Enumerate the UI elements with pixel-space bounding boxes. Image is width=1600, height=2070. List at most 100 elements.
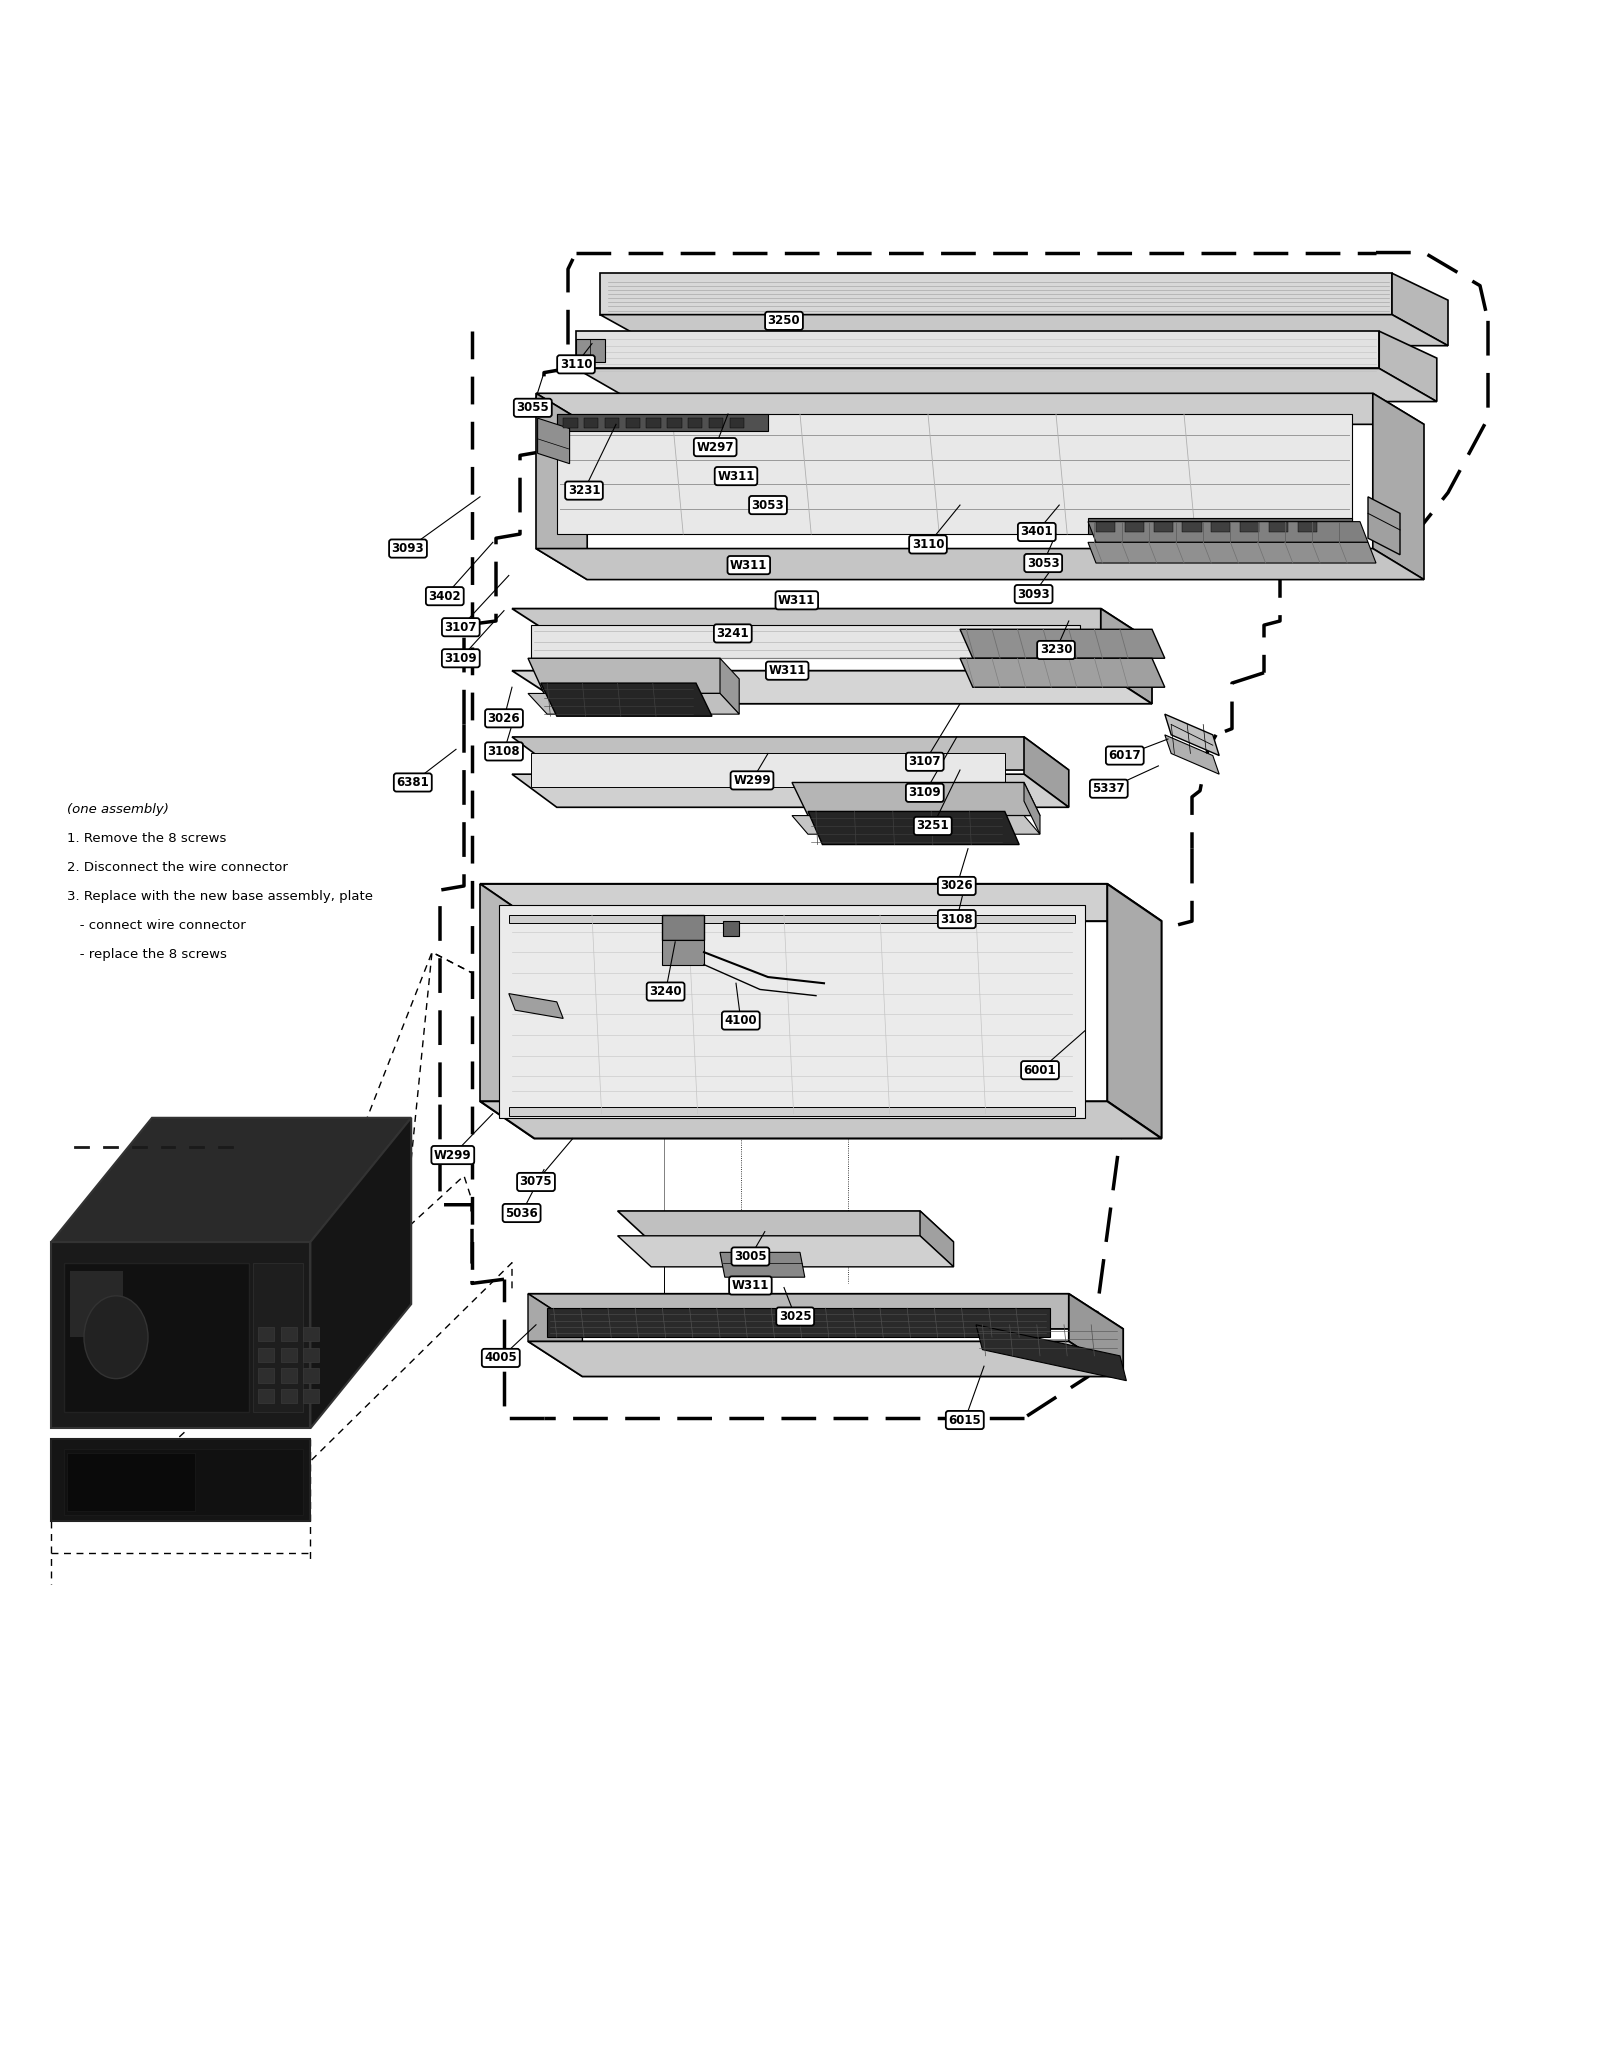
Polygon shape bbox=[1379, 331, 1437, 402]
Polygon shape bbox=[536, 393, 1424, 424]
Polygon shape bbox=[302, 1327, 318, 1341]
Polygon shape bbox=[667, 418, 682, 428]
Polygon shape bbox=[258, 1348, 274, 1362]
Polygon shape bbox=[1154, 522, 1173, 532]
Text: 5036: 5036 bbox=[506, 1207, 538, 1219]
Polygon shape bbox=[960, 658, 1165, 687]
Text: W297: W297 bbox=[696, 441, 734, 453]
Polygon shape bbox=[528, 693, 739, 714]
Text: W311: W311 bbox=[731, 1279, 770, 1292]
Text: 3109: 3109 bbox=[909, 787, 941, 799]
Polygon shape bbox=[600, 273, 1392, 315]
Polygon shape bbox=[512, 737, 1069, 770]
Polygon shape bbox=[557, 414, 1352, 534]
Polygon shape bbox=[51, 1242, 310, 1428]
Polygon shape bbox=[538, 418, 570, 464]
Text: 1. Remove the 8 screws: 1. Remove the 8 screws bbox=[67, 832, 227, 845]
Polygon shape bbox=[310, 1118, 411, 1428]
Polygon shape bbox=[792, 782, 1040, 816]
Text: 3107: 3107 bbox=[445, 621, 477, 633]
Polygon shape bbox=[1392, 273, 1448, 346]
Polygon shape bbox=[792, 816, 1040, 834]
Polygon shape bbox=[64, 1449, 304, 1515]
Text: 6017: 6017 bbox=[1109, 749, 1141, 762]
Polygon shape bbox=[563, 418, 578, 428]
Text: W311: W311 bbox=[778, 594, 816, 607]
Polygon shape bbox=[512, 774, 1069, 807]
Polygon shape bbox=[528, 1294, 582, 1377]
Polygon shape bbox=[499, 905, 1085, 1118]
Polygon shape bbox=[536, 393, 587, 580]
Polygon shape bbox=[1165, 735, 1219, 774]
Text: 3110: 3110 bbox=[560, 358, 592, 371]
Polygon shape bbox=[67, 1453, 195, 1511]
Polygon shape bbox=[536, 549, 1424, 580]
Text: 3251: 3251 bbox=[917, 820, 949, 832]
Polygon shape bbox=[1024, 737, 1069, 807]
Polygon shape bbox=[662, 915, 704, 940]
Text: 6001: 6001 bbox=[1024, 1064, 1056, 1076]
Text: 3108: 3108 bbox=[941, 913, 973, 925]
Polygon shape bbox=[1107, 884, 1162, 1138]
Polygon shape bbox=[1368, 497, 1400, 555]
Polygon shape bbox=[64, 1263, 250, 1412]
Text: 3250: 3250 bbox=[768, 315, 800, 327]
Polygon shape bbox=[1096, 522, 1115, 532]
Text: 3240: 3240 bbox=[650, 985, 682, 998]
Polygon shape bbox=[576, 331, 1379, 368]
Polygon shape bbox=[720, 658, 739, 714]
Text: 5337: 5337 bbox=[1093, 782, 1125, 795]
Polygon shape bbox=[723, 921, 739, 936]
Text: 3241: 3241 bbox=[717, 627, 749, 640]
Polygon shape bbox=[1101, 609, 1152, 704]
Text: 3053: 3053 bbox=[752, 499, 784, 511]
Polygon shape bbox=[512, 671, 1152, 704]
Text: 3110: 3110 bbox=[912, 538, 944, 551]
Polygon shape bbox=[541, 683, 712, 716]
Text: 3107: 3107 bbox=[909, 756, 941, 768]
Polygon shape bbox=[70, 1271, 123, 1337]
Polygon shape bbox=[512, 609, 1152, 642]
Polygon shape bbox=[605, 418, 619, 428]
Text: 3026: 3026 bbox=[941, 880, 973, 892]
Polygon shape bbox=[280, 1389, 296, 1403]
Text: 3093: 3093 bbox=[1018, 588, 1050, 600]
Polygon shape bbox=[1211, 522, 1230, 532]
Text: 3005: 3005 bbox=[734, 1250, 766, 1263]
Text: 3109: 3109 bbox=[445, 652, 477, 664]
Polygon shape bbox=[258, 1327, 274, 1341]
Polygon shape bbox=[480, 884, 534, 1138]
Polygon shape bbox=[280, 1327, 296, 1341]
Polygon shape bbox=[557, 414, 768, 431]
Polygon shape bbox=[709, 418, 723, 428]
Text: 3055: 3055 bbox=[517, 402, 549, 414]
Polygon shape bbox=[720, 1252, 805, 1277]
Polygon shape bbox=[51, 1439, 310, 1521]
Polygon shape bbox=[1373, 393, 1424, 580]
Text: - connect wire connector: - connect wire connector bbox=[67, 919, 246, 932]
Polygon shape bbox=[576, 339, 605, 362]
Circle shape bbox=[85, 1296, 147, 1379]
Polygon shape bbox=[509, 915, 1075, 923]
Polygon shape bbox=[280, 1348, 296, 1362]
Polygon shape bbox=[1088, 518, 1352, 534]
Polygon shape bbox=[258, 1389, 274, 1403]
Text: (one assembly): (one assembly) bbox=[67, 803, 170, 816]
Polygon shape bbox=[531, 625, 1080, 658]
Text: 3230: 3230 bbox=[1040, 644, 1072, 656]
Text: 4005: 4005 bbox=[485, 1352, 517, 1364]
Polygon shape bbox=[1298, 522, 1317, 532]
Polygon shape bbox=[662, 940, 704, 965]
Text: 3053: 3053 bbox=[1027, 557, 1059, 569]
Text: 2. Disconnect the wire connector: 2. Disconnect the wire connector bbox=[67, 861, 288, 874]
Polygon shape bbox=[480, 884, 1162, 921]
Text: W311: W311 bbox=[730, 559, 768, 571]
Polygon shape bbox=[280, 1368, 296, 1383]
Text: W299: W299 bbox=[733, 774, 771, 787]
Text: 6381: 6381 bbox=[397, 776, 429, 789]
Text: 3026: 3026 bbox=[488, 712, 520, 724]
Polygon shape bbox=[576, 368, 1437, 402]
Polygon shape bbox=[808, 811, 1019, 845]
Text: 3. Replace with the new base assembly, plate: 3. Replace with the new base assembly, p… bbox=[67, 890, 373, 903]
Text: 4100: 4100 bbox=[725, 1014, 757, 1027]
